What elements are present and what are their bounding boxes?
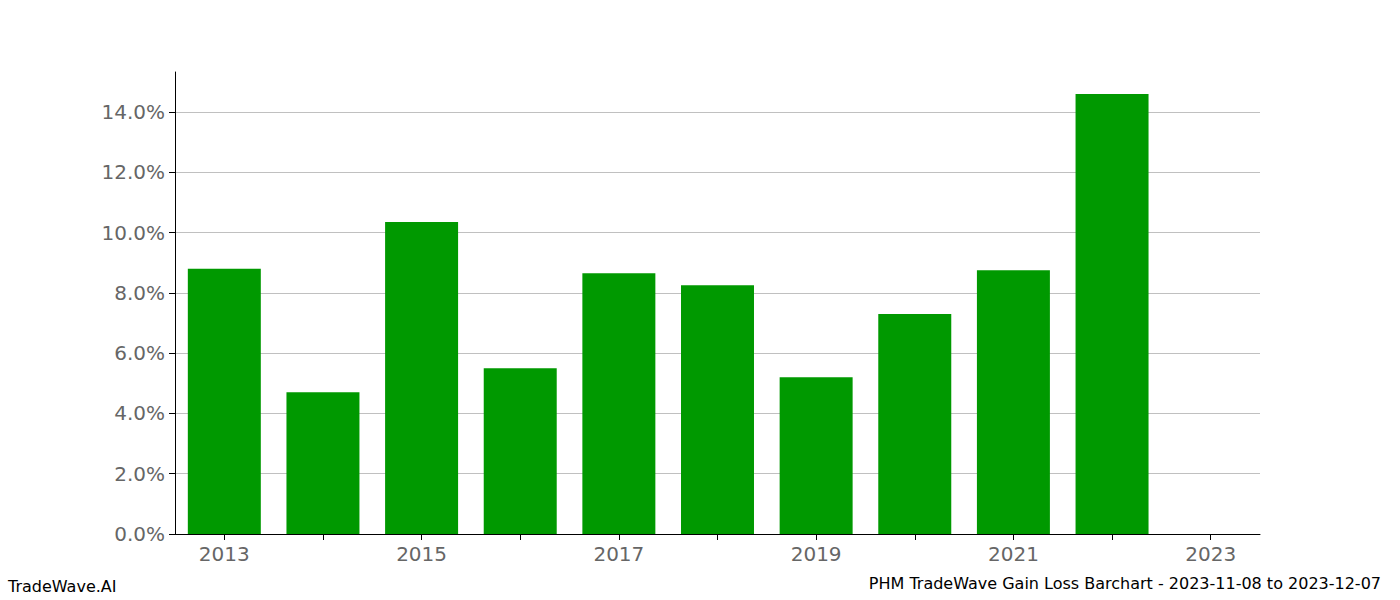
svg-text:12.0%: 12.0% [101, 160, 165, 184]
svg-text:PHM TradeWave Gain Loss Barcha: PHM TradeWave Gain Loss Barchart - 2023-… [869, 574, 1381, 593]
svg-text:8.0%: 8.0% [114, 281, 165, 305]
svg-text:2013: 2013 [199, 542, 250, 566]
svg-text:TradeWave.AI: TradeWave.AI [7, 577, 116, 596]
svg-text:14.0%: 14.0% [101, 100, 165, 124]
svg-text:2019: 2019 [791, 542, 842, 566]
svg-text:2023: 2023 [1185, 542, 1236, 566]
svg-text:2.0%: 2.0% [114, 462, 165, 486]
svg-text:6.0%: 6.0% [114, 341, 165, 365]
svg-text:0.0%: 0.0% [114, 522, 165, 546]
svg-text:2015: 2015 [396, 542, 447, 566]
svg-text:10.0%: 10.0% [101, 221, 165, 245]
svg-text:4.0%: 4.0% [114, 401, 165, 425]
svg-text:2017: 2017 [593, 542, 644, 566]
svg-text:2021: 2021 [988, 542, 1039, 566]
